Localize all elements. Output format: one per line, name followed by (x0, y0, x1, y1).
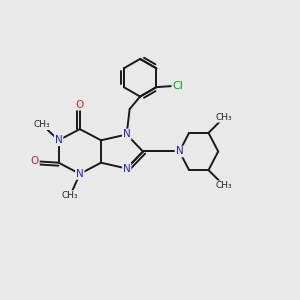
Text: CH₃: CH₃ (34, 120, 50, 129)
Text: O: O (76, 100, 84, 110)
Text: CH₃: CH₃ (216, 181, 232, 190)
Text: N: N (123, 130, 130, 140)
Text: O: O (31, 156, 39, 166)
Text: N: N (123, 164, 130, 173)
Text: N: N (176, 146, 183, 157)
Text: Cl: Cl (172, 81, 183, 91)
Text: CH₃: CH₃ (216, 113, 232, 122)
Text: CH₃: CH₃ (62, 191, 79, 200)
Text: N: N (76, 169, 84, 179)
Text: N: N (55, 135, 62, 145)
